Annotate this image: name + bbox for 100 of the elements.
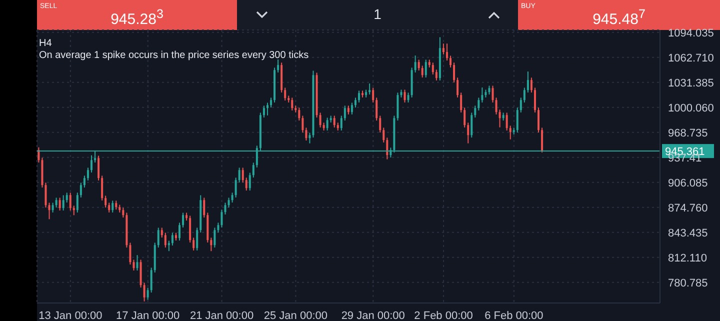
candlestick bbox=[178, 222, 180, 241]
candlestick bbox=[270, 97, 272, 108]
candlestick bbox=[498, 109, 501, 128]
x-tick-label: 13 Jan 00:00 bbox=[38, 310, 102, 321]
candlestick bbox=[291, 97, 294, 111]
y-tick-label: 968.735 bbox=[668, 127, 708, 140]
candlestick bbox=[189, 215, 192, 243]
candlestick bbox=[446, 43, 448, 61]
candlestick bbox=[76, 192, 78, 213]
candlestick bbox=[143, 282, 146, 302]
candlestick bbox=[509, 125, 512, 140]
x-tick-label: 29 Jan 00:00 bbox=[341, 310, 405, 321]
candlestick bbox=[214, 227, 216, 248]
candlestick bbox=[146, 287, 149, 300]
candlestick bbox=[168, 240, 170, 252]
candlestick bbox=[108, 202, 110, 213]
candlestick bbox=[140, 259, 142, 288]
candlestick bbox=[210, 237, 212, 252]
candlestick bbox=[298, 107, 300, 122]
x-tick-label: 17 Jan 00:00 bbox=[116, 310, 180, 321]
candlestick bbox=[368, 82, 371, 95]
x-tick-label: 6 Feb 00:00 bbox=[484, 310, 544, 321]
candlestick bbox=[234, 177, 237, 198]
y-tick-label: 812.110 bbox=[668, 252, 707, 264]
candlestick bbox=[382, 127, 385, 143]
candlestick bbox=[319, 112, 322, 128]
candlestick bbox=[52, 202, 54, 213]
candlestick bbox=[231, 192, 234, 203]
candlestick bbox=[171, 232, 174, 246]
candlestick bbox=[432, 62, 434, 75]
candlestick bbox=[224, 202, 226, 215]
candlestick bbox=[262, 105, 265, 118]
candlestick bbox=[160, 227, 163, 238]
y-tick-label: 1062.710 bbox=[668, 52, 714, 64]
candlestick bbox=[192, 237, 195, 251]
candlestick bbox=[104, 195, 107, 208]
candlestick bbox=[481, 86, 484, 103]
y-tick-label: 1000.060 bbox=[668, 102, 714, 114]
candlestick bbox=[196, 227, 198, 251]
candlestick bbox=[69, 192, 72, 211]
candlestick bbox=[122, 207, 124, 218]
candlestick bbox=[182, 212, 184, 228]
candlestick bbox=[248, 172, 251, 192]
y-tick-label: 843.435 bbox=[668, 227, 708, 240]
text: H4 bbox=[39, 38, 53, 50]
candlestick bbox=[541, 127, 544, 153]
candlestick bbox=[407, 92, 410, 103]
candlestick bbox=[534, 87, 536, 113]
candlestick bbox=[220, 209, 223, 228]
candlestick bbox=[520, 97, 522, 113]
candlestick bbox=[376, 97, 378, 122]
candlestick bbox=[414, 55, 416, 73]
candlestick bbox=[90, 154, 92, 173]
candlestick bbox=[396, 92, 399, 122]
text: 945.48$^{7}$ bbox=[592, 7, 646, 28]
candlestick bbox=[470, 112, 473, 138]
candlestick bbox=[38, 146, 40, 164]
candlestick bbox=[112, 200, 114, 213]
candlestick bbox=[340, 115, 342, 131]
x-tick-label: 2 Feb 00:00 bbox=[414, 310, 473, 321]
x-tick-label: 21 Jan 00:00 bbox=[190, 310, 254, 321]
candlestick bbox=[456, 77, 459, 98]
y-tick-label: 1094.035 bbox=[668, 27, 714, 40]
candlestick bbox=[83, 175, 86, 188]
candlestick bbox=[164, 232, 166, 248]
candlestick bbox=[418, 59, 420, 71]
candlestick bbox=[495, 97, 498, 115]
text: 1 bbox=[372, 6, 382, 22]
y-tick-label: 874.760 bbox=[668, 202, 708, 214]
candlestick bbox=[66, 192, 68, 203]
candlestick bbox=[277, 59, 280, 73]
candlestick bbox=[132, 259, 135, 272]
candlestick bbox=[478, 97, 480, 111]
candlestick bbox=[344, 105, 346, 122]
candlestick bbox=[492, 85, 494, 103]
candlestick bbox=[350, 102, 353, 115]
candlestick bbox=[526, 71, 529, 94]
candlestick bbox=[238, 167, 240, 183]
candlestick bbox=[48, 202, 50, 220]
candlestick bbox=[474, 105, 476, 118]
x-tick-label: 25 Jan 00:00 bbox=[264, 310, 328, 321]
candlestick bbox=[305, 127, 308, 141]
candlestick bbox=[372, 87, 374, 103]
candlestick bbox=[228, 197, 230, 208]
candlestick bbox=[72, 205, 75, 216]
candlestick bbox=[252, 162, 254, 178]
text: On average 1 spike occurs in the price series every 300 ticks bbox=[39, 50, 309, 62]
candlestick bbox=[98, 155, 100, 181]
candlestick bbox=[44, 182, 47, 208]
candlestick bbox=[203, 197, 206, 218]
candlestick bbox=[450, 55, 452, 68]
candlestick bbox=[217, 222, 220, 234]
candlestick bbox=[326, 117, 328, 131]
candlestick bbox=[386, 137, 388, 160]
candlestick bbox=[62, 194, 64, 211]
text: 945.28$^{3}$ bbox=[110, 7, 164, 28]
y-tick-label: 780.785 bbox=[668, 277, 708, 290]
candlestick bbox=[333, 115, 336, 128]
candlestick bbox=[302, 115, 304, 133]
candlestick bbox=[516, 107, 518, 133]
